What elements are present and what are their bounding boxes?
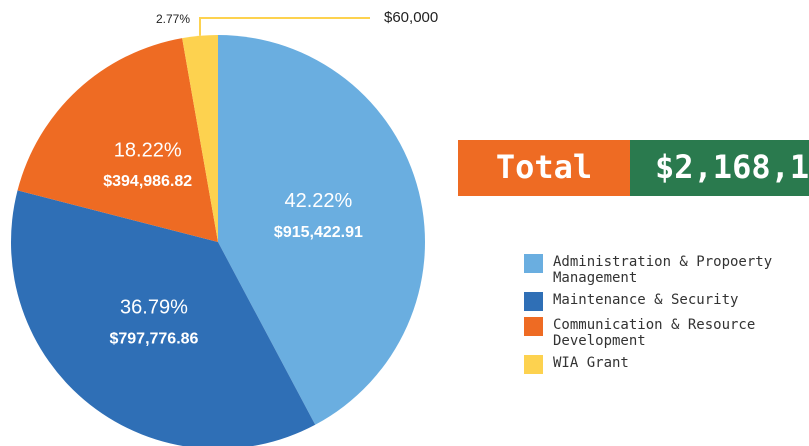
percent-label: 2.77%	[156, 12, 190, 26]
pie-slice	[11, 190, 316, 446]
legend-swatch	[524, 317, 543, 336]
pie-slice	[182, 35, 218, 242]
legend-label: WIA Grant	[553, 355, 629, 371]
legend-swatch	[524, 254, 543, 273]
total-label: Total	[496, 148, 592, 186]
percent-label: 36.79%	[120, 297, 188, 319]
amount-label: $60,000	[384, 9, 438, 26]
pie-slice	[218, 35, 426, 425]
legend-swatch	[524, 355, 543, 374]
legend: Administration & Propoerty Management Mai…	[524, 254, 809, 380]
legend-item: Administration & Propoerty Management	[524, 254, 809, 286]
legend-item: Communication & Resource Development	[524, 317, 809, 349]
pie-slice	[17, 38, 218, 242]
legend-item: WIA Grant	[524, 355, 809, 374]
amount-label: $797,776.86	[109, 331, 198, 348]
legend-label: Administration & Propoerty Management	[553, 254, 773, 286]
percent-label: 18.22%	[114, 139, 182, 161]
legend-item: Maintenance & Security	[524, 292, 809, 311]
total-label-box	[458, 140, 630, 196]
leader-line	[199, 17, 370, 36]
legend-label: Maintenance & Security	[553, 292, 739, 308]
total-value: $2,168,186.59	[655, 148, 809, 186]
total-value-box	[630, 140, 809, 196]
amount-label: $394,986.82	[103, 173, 192, 190]
legend-swatch	[524, 292, 543, 311]
percent-label: 42.22%	[285, 190, 353, 212]
amount-label: $915,422.91	[274, 224, 363, 241]
legend-label: Communication & Resource Development	[553, 317, 756, 349]
